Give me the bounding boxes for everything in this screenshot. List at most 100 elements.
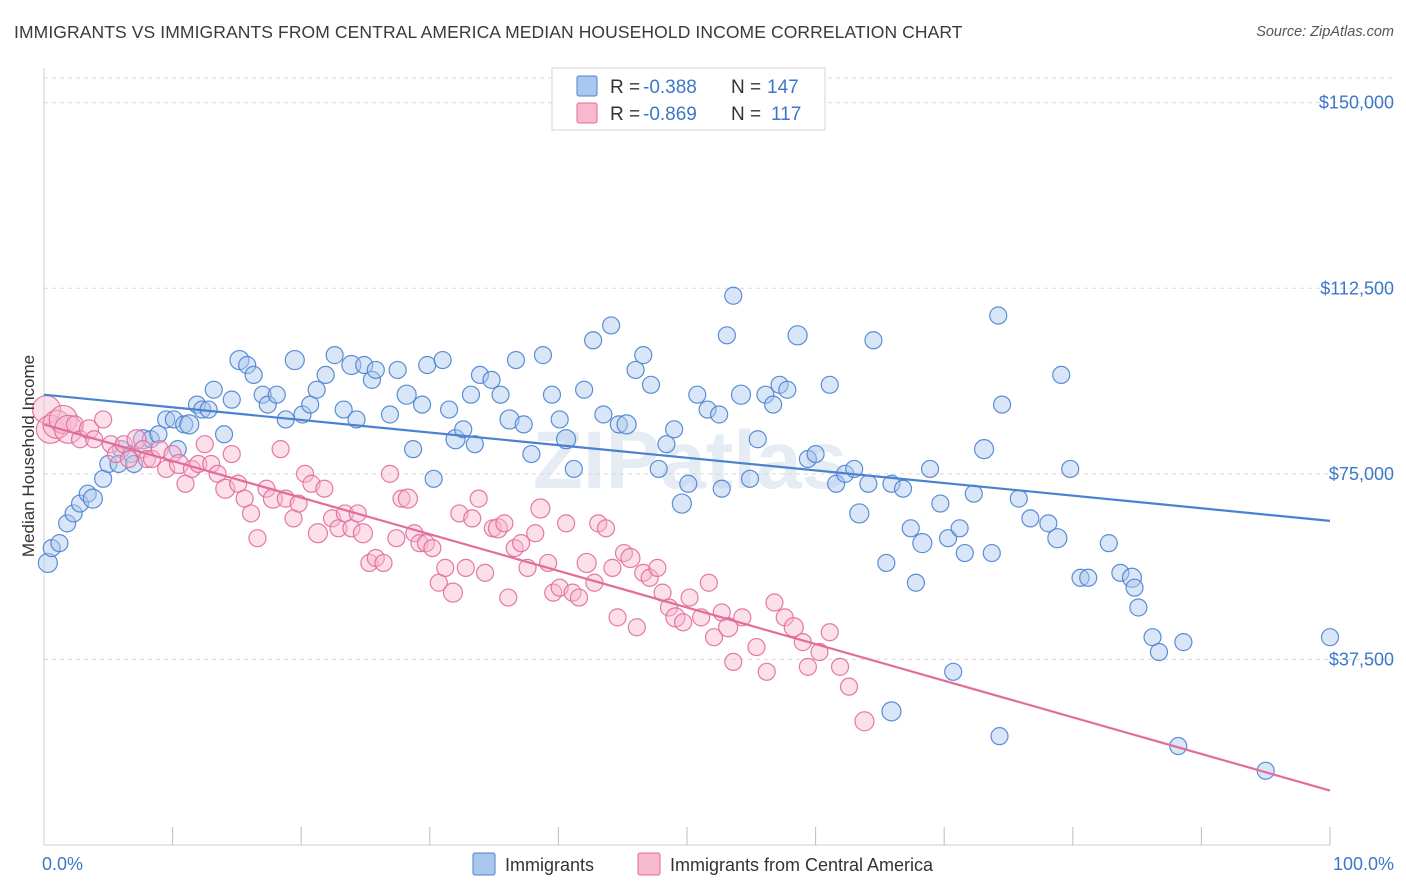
immigrants-point xyxy=(238,355,257,375)
immigrants-point xyxy=(724,286,743,305)
immigrants-point xyxy=(506,350,526,370)
immigrants-point xyxy=(82,488,103,509)
chart-title: IMMIGRANTS VS IMMIGRANTS FROM CENTRAL AM… xyxy=(14,22,963,42)
immigrants-point xyxy=(99,454,118,474)
immigrants-point xyxy=(649,459,668,479)
immigrants-points xyxy=(37,286,1340,780)
central-america-point xyxy=(747,637,766,657)
central-america-point xyxy=(271,440,290,459)
central-america-point xyxy=(456,558,475,577)
legend-n-value: 147 xyxy=(767,77,799,98)
central-america-point xyxy=(436,558,455,577)
bottom-legend-swatch-immigrants xyxy=(472,852,496,876)
immigrants-point xyxy=(157,410,176,429)
legend-swatch-central-america xyxy=(576,102,598,124)
immigrants-point xyxy=(132,429,154,450)
immigrants-point xyxy=(1071,568,1090,587)
immigrants-point xyxy=(380,405,400,424)
central-america-point xyxy=(512,534,531,553)
x-tick-labels: 0.0% 100.0% xyxy=(42,854,1394,874)
immigrants-point xyxy=(964,484,983,503)
central-america-trend-line xyxy=(43,423,1331,792)
central-america-point xyxy=(222,444,241,464)
immigrants-point xyxy=(710,405,729,424)
bottom-legend-label-immigrants: Immigrants xyxy=(505,855,594,875)
central-america-point xyxy=(352,523,374,544)
immigrants-point xyxy=(1099,534,1118,553)
immigrants-point xyxy=(499,409,520,430)
immigrants-point xyxy=(912,533,933,554)
immigrants-point xyxy=(901,519,920,538)
central-america-point xyxy=(640,568,659,587)
immigrants-point xyxy=(418,355,437,375)
immigrants-point xyxy=(355,355,374,375)
central-america-point xyxy=(820,623,839,642)
immigrants-point xyxy=(989,306,1008,325)
central-america-point xyxy=(608,608,627,627)
immigrants-point xyxy=(712,479,731,498)
immigrants-point xyxy=(325,346,344,365)
legend-swatch-immigrants xyxy=(576,75,598,97)
immigrants-point xyxy=(461,385,481,404)
central-america-point xyxy=(315,479,334,498)
central-america-point xyxy=(392,489,411,508)
central-america-point xyxy=(680,588,699,607)
immigrants-point xyxy=(491,385,510,404)
immigrants-point xyxy=(556,429,577,450)
immigrants-point xyxy=(864,331,883,350)
immigrants-point xyxy=(730,384,752,405)
y-tick-label: $150,000 xyxy=(1319,93,1394,113)
immigrants-point xyxy=(955,543,974,563)
bottom-legend-label-central-america: Immigrants from Central America xyxy=(670,855,934,875)
immigrants-point xyxy=(347,410,366,429)
central-america-point xyxy=(830,657,850,676)
legend-r-value: -0.869 xyxy=(643,104,697,125)
central-america-point xyxy=(48,404,78,435)
central-america-point xyxy=(423,538,442,558)
immigrants-point xyxy=(881,701,902,722)
x-tick-label: 100.0% xyxy=(1333,854,1394,874)
immigrants-point xyxy=(164,410,183,429)
watermark: ZIPatlas xyxy=(533,415,847,506)
immigrants-point xyxy=(542,385,562,404)
immigrants-point xyxy=(388,360,407,380)
immigrants-point xyxy=(50,534,69,553)
immigrants-point xyxy=(149,425,168,444)
immigrants-point xyxy=(362,370,382,389)
legend-r-label: R = xyxy=(610,77,640,98)
immigrants-point xyxy=(594,405,613,424)
central-america-point xyxy=(195,435,214,454)
immigrants-point xyxy=(334,400,353,419)
central-america-point xyxy=(699,573,718,592)
immigrants-point xyxy=(931,494,950,513)
immigrants-point xyxy=(1021,509,1040,528)
immigrants-point xyxy=(439,400,459,419)
immigrants-point xyxy=(1061,459,1080,479)
immigrants-point xyxy=(58,514,77,533)
immigrants-point xyxy=(514,415,533,434)
immigrants-point xyxy=(575,380,594,399)
immigrants-point xyxy=(253,385,272,404)
immigrants-point xyxy=(1047,528,1068,549)
immigrants-point xyxy=(982,543,1001,563)
x-tick-label: 0.0% xyxy=(42,854,83,874)
axes xyxy=(43,68,1331,846)
immigrants-point xyxy=(433,350,452,370)
immigrants-point xyxy=(679,474,698,493)
immigrants-point xyxy=(64,504,83,523)
central-america-point xyxy=(499,588,518,607)
central-america-point xyxy=(620,547,641,569)
immigrants-point xyxy=(634,346,653,365)
central-america-point xyxy=(295,464,315,483)
immigrants-point xyxy=(920,459,940,479)
y-tick-label: $37,500 xyxy=(1329,649,1394,669)
immigrants-point xyxy=(938,529,958,548)
immigrants-point xyxy=(550,410,569,429)
immigrants-point xyxy=(698,400,717,419)
central-america-point xyxy=(119,449,138,469)
immigrants-point xyxy=(641,375,661,394)
central-america-point xyxy=(475,563,495,582)
legend-n-value: 117 xyxy=(771,104,801,125)
y-tick-label: $112,500 xyxy=(1320,278,1394,298)
